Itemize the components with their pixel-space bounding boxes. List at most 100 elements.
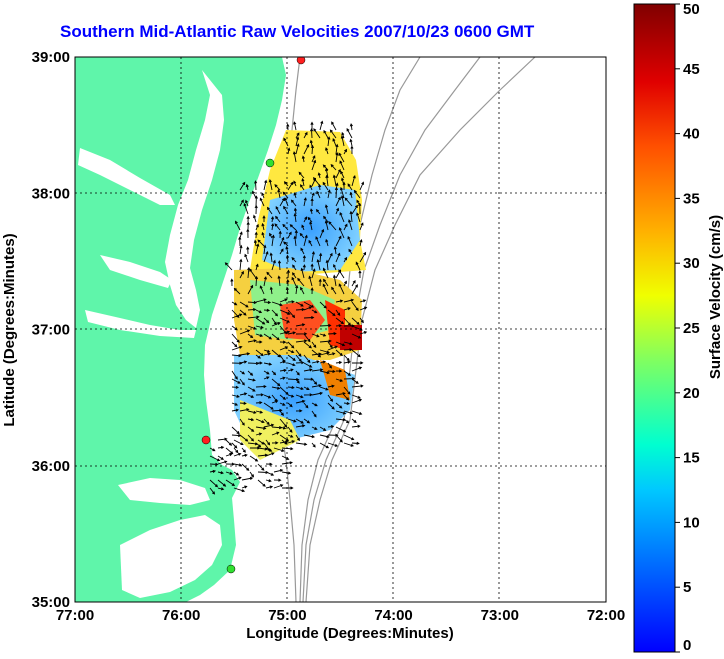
velocity-arrow (335, 392, 346, 396)
velocity-arrow (325, 147, 329, 155)
velocity-arrow (287, 181, 294, 191)
velocity-arrow (319, 442, 330, 449)
velocity-arrow (256, 361, 263, 365)
velocity-arrow (318, 278, 322, 287)
velocity-arrow (263, 300, 272, 305)
velocity-arrow (308, 239, 313, 247)
velocity-arrow (279, 330, 291, 335)
velocity-arrow (319, 386, 329, 391)
velocity-arrow (231, 402, 239, 406)
velocity-arrow (327, 362, 332, 369)
velocity-arrow (338, 283, 345, 295)
velocity-arrow (279, 402, 286, 406)
velocity-arrow (335, 349, 343, 357)
velocity-arrow (351, 410, 363, 415)
velocity-arrow (209, 487, 216, 495)
velocity-arrow (271, 378, 281, 387)
velocity-arrow (233, 476, 242, 481)
velocity-arrow (217, 445, 225, 450)
velocity-arrow (254, 204, 258, 215)
velocity-arrow (246, 228, 250, 239)
colorbar-tick-label: 0 (683, 637, 691, 654)
velocity-arrow (311, 349, 322, 358)
velocity-arrow (315, 236, 321, 247)
velocity-arrow (239, 370, 246, 375)
velocity-arrow (271, 370, 277, 376)
velocity-arrow (327, 331, 337, 336)
potomac-river (78, 148, 175, 205)
velocity-arrow (233, 452, 242, 457)
velocity-arrow (284, 197, 289, 207)
velocity-arrow (311, 360, 320, 364)
velocity-arrow (291, 256, 297, 263)
velocity-arrow (277, 275, 281, 287)
velocity-arrow (241, 447, 246, 453)
velocity-arrow (247, 378, 256, 382)
velocity-arrow (279, 317, 291, 323)
velocity-arrow (359, 331, 368, 335)
velocity-arrow (322, 283, 329, 295)
velocity-arrow (323, 278, 329, 287)
velocity-arrow (256, 340, 263, 344)
velocity-arrow (339, 211, 345, 223)
velocity-arrow (233, 439, 244, 446)
velocity-arrow (338, 152, 345, 163)
velocity-arrow (257, 239, 265, 247)
velocity-arrow (271, 349, 281, 358)
velocity-arrow (295, 418, 304, 424)
velocity-arrow (311, 402, 318, 407)
velocity-arrow (297, 277, 305, 287)
velocity-arrow (247, 284, 254, 295)
velocity-arrow (287, 231, 292, 239)
velocity-arrow (231, 378, 241, 384)
velocity-arrow (287, 440, 296, 444)
velocity-arrow (301, 224, 305, 231)
velocity-arrow (246, 215, 250, 223)
velocity-arrow (311, 442, 316, 448)
velocity-arrow (358, 270, 362, 279)
velocity-arrow (339, 186, 345, 199)
velocity-arrow (233, 447, 239, 454)
velocity-arrow (209, 462, 219, 466)
velocity-arrow (261, 231, 265, 239)
velocity-arrow (311, 309, 318, 314)
velocity-arrow (324, 220, 329, 231)
velocity-arrow (279, 376, 286, 380)
velocity-arrow (263, 352, 272, 356)
velocity-arrow (287, 368, 294, 372)
velocity-arrow (231, 426, 240, 435)
velocity-arrow (350, 145, 354, 155)
velocity-arrow (262, 215, 266, 222)
velocity-arrow (247, 386, 256, 392)
velocity-arrow (335, 168, 341, 179)
velocity-arrow (261, 222, 265, 231)
velocity-arrow (241, 463, 250, 471)
velocity-arrow (231, 370, 238, 380)
velocity-arrow (301, 155, 305, 163)
x-tick-label: 73:00 (481, 607, 519, 624)
velocity-arrow (298, 171, 305, 179)
velocity-arrow (356, 212, 361, 223)
velocity-arrow (287, 341, 295, 349)
velocity-arrow (310, 287, 314, 295)
velocity-arrow (255, 263, 259, 271)
velocity-arrow (335, 378, 344, 382)
velocity-arrow (317, 172, 321, 179)
velocity-arrow (347, 235, 353, 247)
velocity-arrow (270, 216, 275, 223)
velocity-arrow (329, 129, 337, 139)
velocity-arrow (245, 199, 249, 207)
velocity-arrow (339, 160, 345, 171)
velocity-arrow (224, 262, 233, 271)
velocity-arrow (343, 360, 351, 364)
velocity-arrow (343, 256, 348, 263)
velocity-arrow (311, 268, 316, 279)
velocity-arrow (338, 227, 345, 239)
velocity-arrow (351, 378, 359, 384)
station-marker (201, 435, 211, 445)
velocity-arrow (287, 354, 296, 361)
velocity-arrow (293, 192, 297, 199)
velocity-arrow (244, 253, 249, 263)
x-tick-label: 77:00 (56, 607, 94, 624)
velocity-arrow (231, 385, 240, 389)
